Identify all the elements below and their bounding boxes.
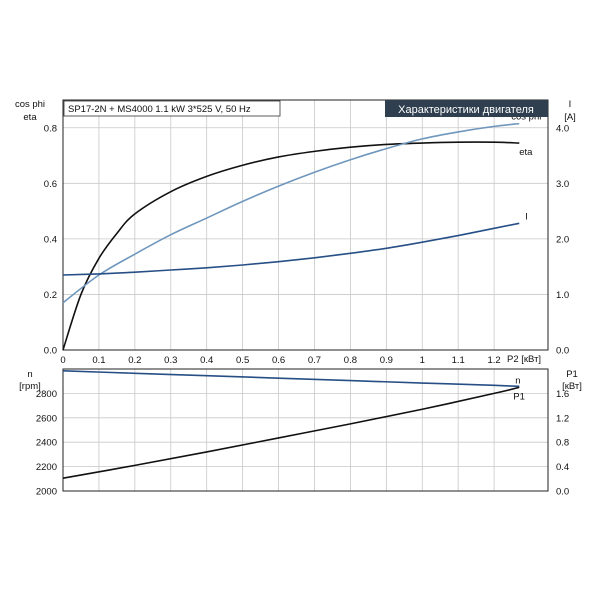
left-y-tick-label: 0.4	[44, 234, 57, 245]
chart-title: Характеристики двигателя	[398, 104, 534, 116]
left-y-tick-label: 2000	[36, 487, 57, 498]
series-label-eta: eta	[519, 147, 533, 158]
upper-chart-panel: 0 0.1 0.2 0.3 0.4 0.5 0.6 0.7 0.8 0.9 1 1.1 1.2 0.00…	[15, 99, 576, 366]
title-box	[385, 100, 548, 117]
right-y-tick-label: 1.6	[556, 389, 569, 400]
left-y-tick-label: 2800	[36, 389, 57, 400]
right-y-tick-label: 3.0	[556, 179, 569, 190]
x-tick-label: 0.9	[380, 355, 393, 366]
x-tick-label: 0.1	[92, 355, 105, 366]
upper-plot-frame	[62, 99, 549, 351]
left-y-tick-label: 0.6	[44, 179, 57, 190]
subtitle-box	[63, 100, 281, 117]
x-tick-label: 0.5	[236, 355, 249, 366]
series-label-current: I	[525, 211, 528, 222]
left-y-tick-label: 2600	[36, 413, 57, 424]
series-label-p1: P1	[513, 391, 525, 402]
x-tick-label: 0.4	[200, 355, 213, 366]
right-y-tick-label: 1.2	[556, 413, 569, 424]
right-axis-label-unit-kw: [кВт]	[562, 381, 582, 392]
series-line-cos-phi	[62, 122, 520, 304]
x-tick-label: 0.3	[164, 355, 177, 366]
lower-grid	[63, 369, 548, 491]
left-axis-label-cosphi: cos phi	[15, 99, 45, 110]
right-y-tick-label: 2.0	[556, 234, 569, 245]
lower-left-y-tick-labels: 2000 2200 2400 2600 2800	[36, 389, 57, 498]
upper-x-tick-labels: 0 0.1 0.2 0.3 0.4 0.5 0.6 0.7 0.8 0.9 1 1.1 1.2	[60, 355, 500, 366]
x-tick-label: 0.2	[128, 355, 141, 366]
right-axis-label-p1: P1	[566, 369, 578, 380]
right-axis-label-unit-a: [A]	[564, 112, 576, 123]
x-tick-label: 1.2	[488, 355, 501, 366]
left-axis-label-n: n	[27, 369, 32, 380]
upper-left-y-tick-labels: 0.0 0.2 0.4 0.6 0.8	[44, 123, 57, 356]
left-y-tick-label: 0.8	[44, 123, 57, 134]
left-y-tick-label: 0.0	[44, 346, 57, 357]
right-y-tick-label: 0.0	[556, 487, 569, 498]
right-y-tick-label: 1.0	[556, 290, 569, 301]
right-y-tick-label: 0.8	[556, 438, 569, 449]
series-line-p1	[62, 386, 520, 479]
x-tick-label: 1.1	[452, 355, 465, 366]
right-y-tick-label: 0.0	[556, 346, 569, 357]
lower-series: n P1	[62, 370, 525, 479]
lower-right-y-tick-labels: 0.0 0.4 0.8 1.2 1.6	[556, 389, 569, 498]
upper-series: eta cos phi I	[62, 112, 541, 351]
left-y-tick-label: 2400	[36, 438, 57, 449]
upper-grid	[63, 100, 548, 350]
x-tick-label: 0	[60, 355, 65, 366]
right-axis-label-i: I	[569, 99, 572, 110]
lower-plot-frame	[62, 368, 549, 492]
pump-subtitle: SP17-2N + MS4000 1.1 kW 3*525 V, 50 Hz	[68, 104, 251, 115]
upper-right-y-tick-labels: 0.0 1.0 2.0 3.0 4.0	[556, 123, 569, 356]
x-tick-label: 1	[420, 355, 425, 366]
x-axis-label: P2 [кВт]	[507, 354, 541, 365]
lower-chart-panel: 2000 2200 2400 2600 2800 0.0 0.4 0.8 1.2 1.6 n P1…	[19, 368, 582, 498]
x-tick-label: 0.8	[344, 355, 357, 366]
series-line-current	[62, 222, 520, 276]
x-tick-label: 0.6	[272, 355, 285, 366]
right-y-tick-label: 4.0	[556, 123, 569, 134]
series-line-n	[62, 370, 520, 388]
series-line-eta	[62, 141, 520, 351]
left-y-tick-label: 0.2	[44, 290, 57, 301]
right-y-tick-label: 0.4	[556, 462, 569, 473]
series-label-cos-phi: cos phi	[511, 112, 541, 123]
left-y-tick-label: 2200	[36, 462, 57, 473]
x-tick-label: 0.7	[308, 355, 321, 366]
left-axis-label-eta: eta	[23, 112, 37, 123]
left-axis-label-rpm: [rpm]	[19, 381, 41, 392]
series-label-n: n	[515, 375, 520, 386]
